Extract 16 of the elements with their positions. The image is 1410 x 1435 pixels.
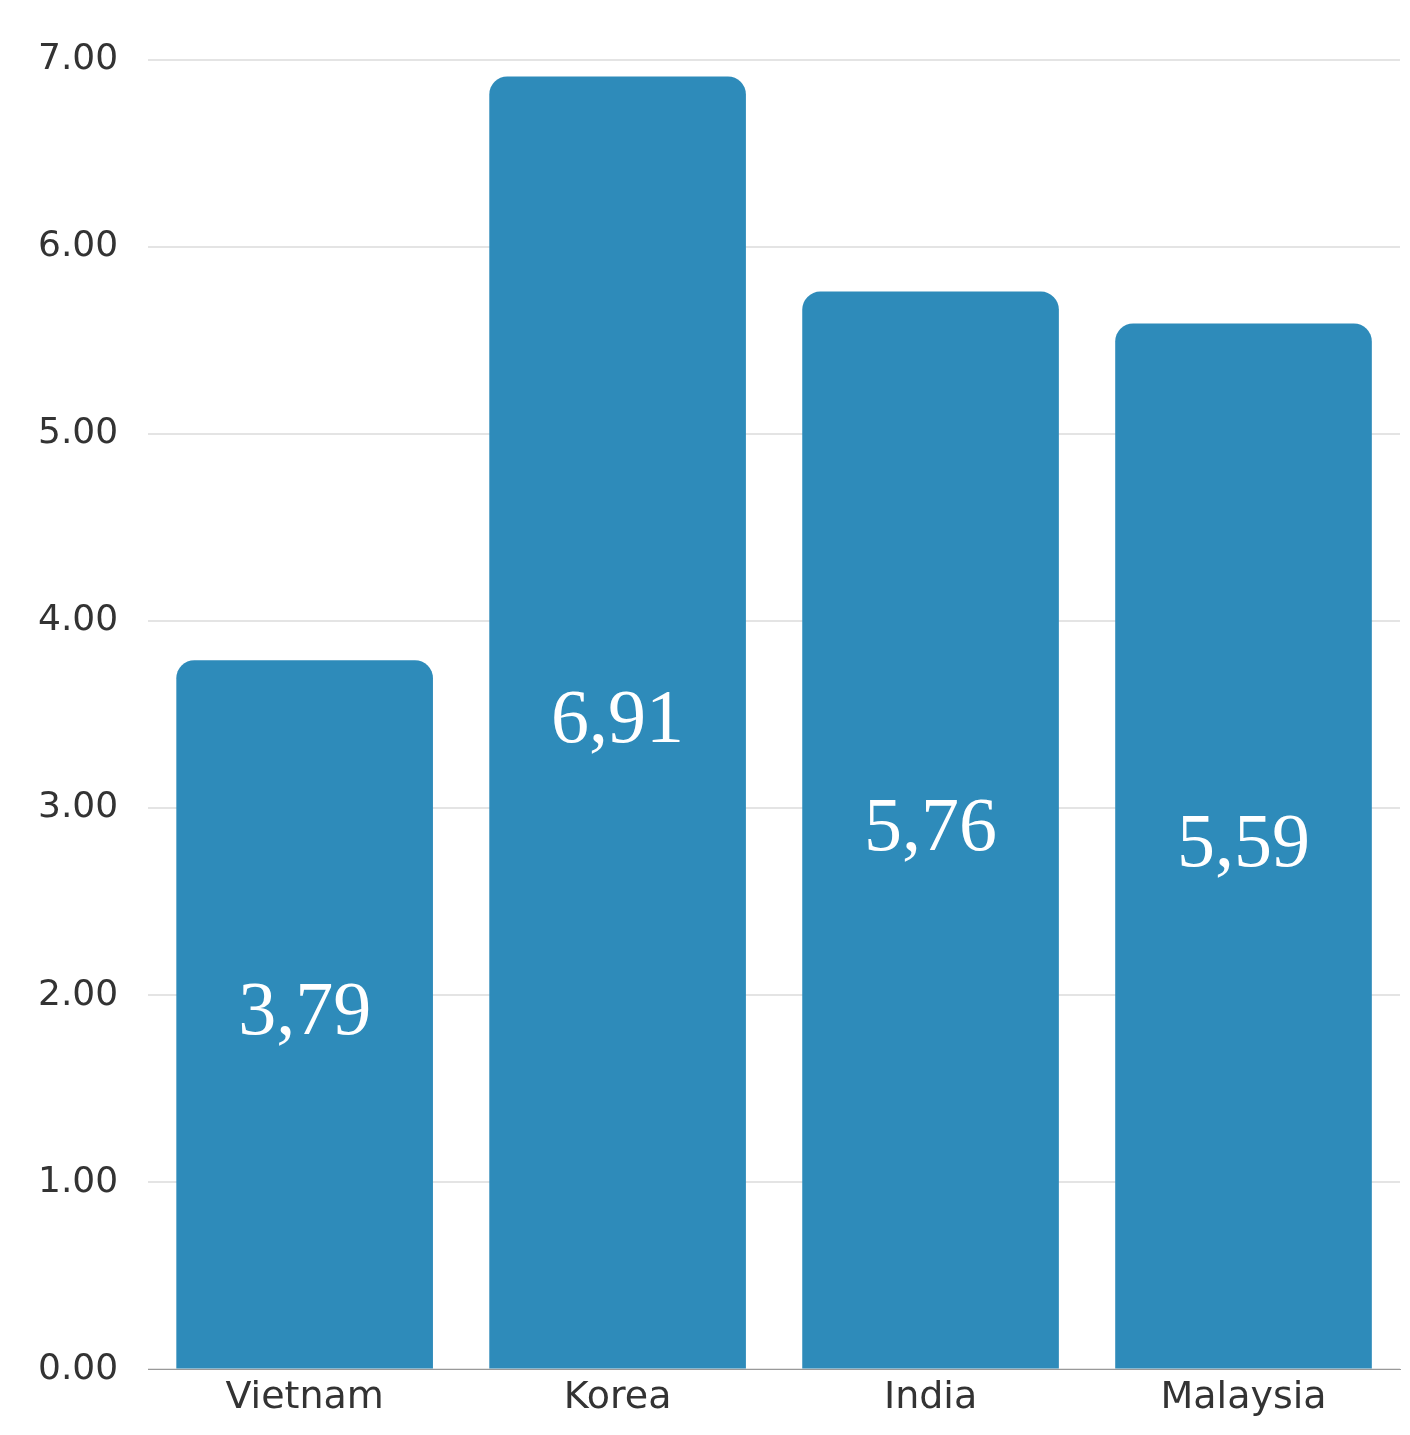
y-tick-label: 1.00 [38,1158,119,1200]
x-tick-label: Korea [563,1373,672,1418]
x-tick-label: Vietnam [225,1373,384,1418]
y-tick-label: 2.00 [38,971,119,1013]
x-tick-label: India [883,1373,978,1418]
y-tick-label: 5.00 [38,410,119,452]
data-label: 5,59 [1177,797,1311,882]
y-tick-label: 7.00 [38,35,119,77]
y-tick-label: 3.00 [38,784,119,826]
data-label: 3,79 [238,966,372,1051]
x-tick-label: Malaysia [1160,1373,1327,1418]
y-tick-label: 0.00 [38,1345,119,1387]
data-label: 5,76 [864,781,998,866]
data-label: 6,91 [551,674,685,759]
y-tick-label: 4.00 [38,597,119,639]
y-tick-label: 6.00 [38,223,119,265]
